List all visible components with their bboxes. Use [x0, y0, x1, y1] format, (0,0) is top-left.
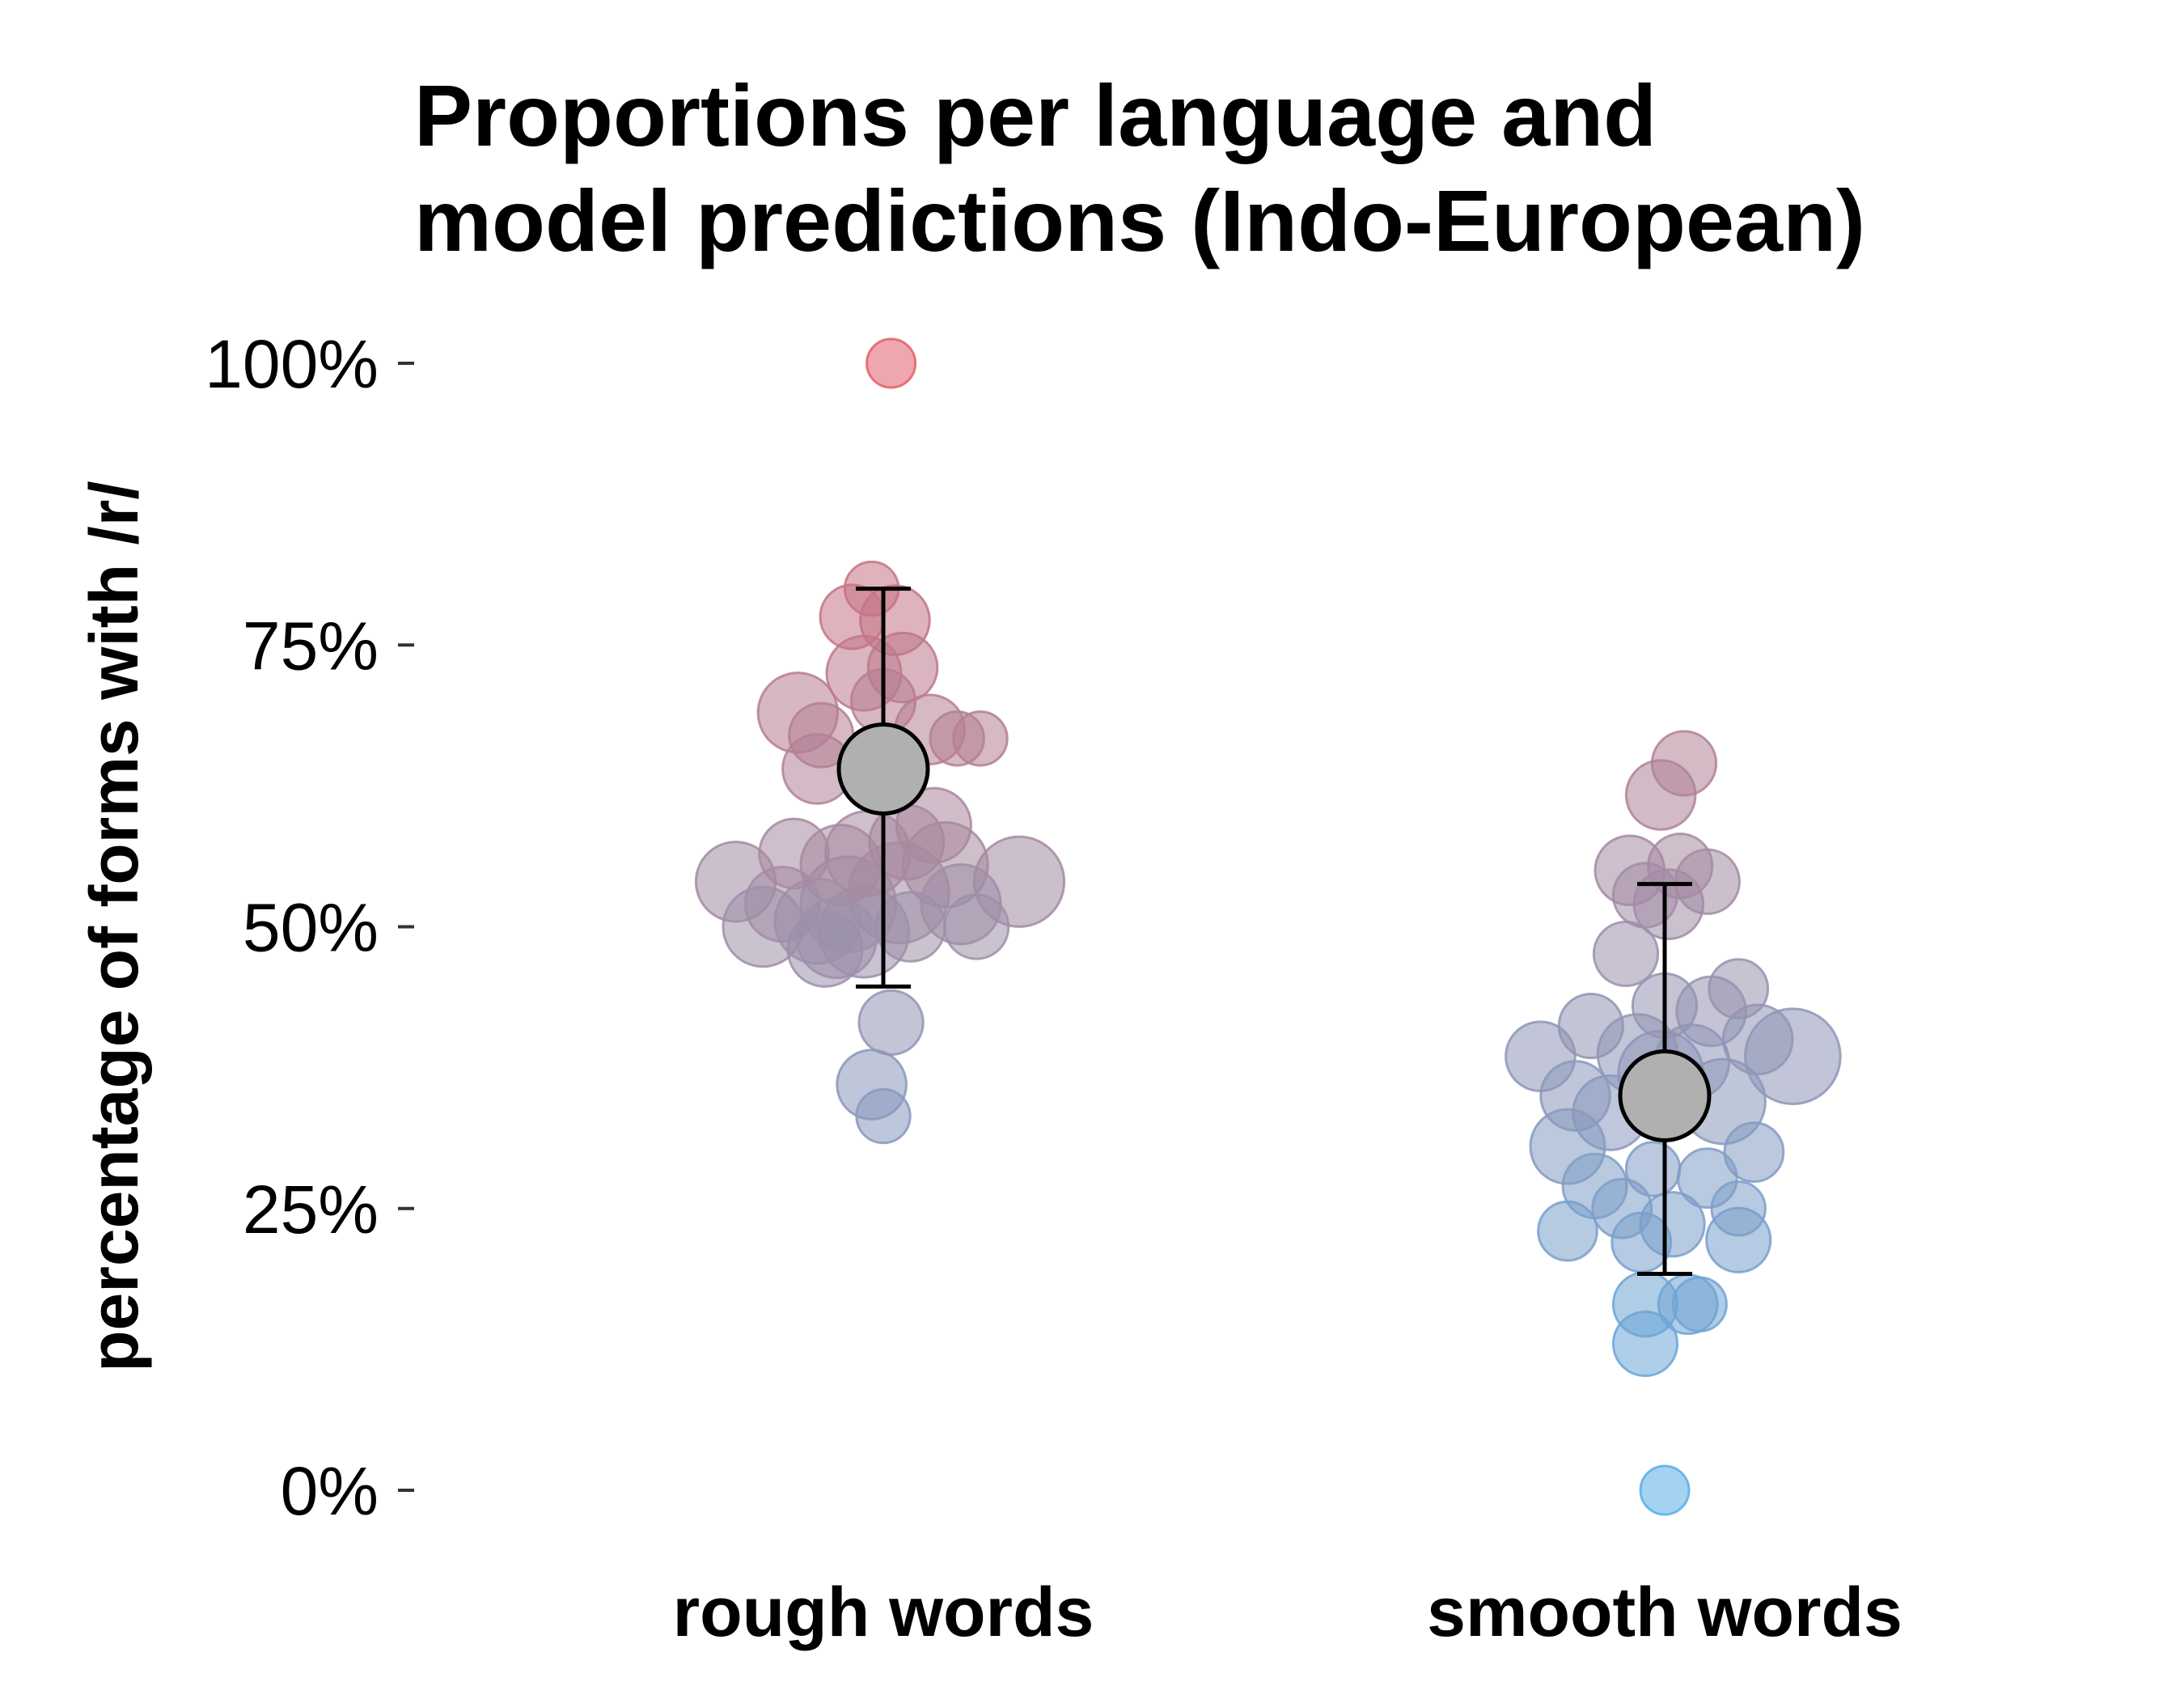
chart-title-line-1: Proportions per language and	[414, 66, 1657, 164]
data-point	[1710, 1180, 1767, 1237]
data-point	[1639, 1464, 1691, 1516]
data-point	[1624, 1141, 1682, 1197]
data-point	[1611, 1310, 1679, 1378]
data-point	[1592, 920, 1660, 988]
data-point	[855, 1087, 912, 1145]
y-axis-title: percentage of forms with /r/	[76, 481, 152, 1372]
y-tick-label: 50%	[243, 890, 379, 966]
chart-title-line-2: model predictions (Indo-European)	[414, 172, 1865, 269]
x-category-label: smooth words	[1427, 1574, 1903, 1651]
data-point	[1723, 1121, 1785, 1183]
data-point	[1650, 730, 1718, 797]
y-tick-label: 100%	[205, 326, 379, 402]
data-point	[868, 803, 946, 881]
model-mean-point	[836, 722, 930, 816]
data-point	[874, 891, 946, 963]
x-axis: rough words smooth words	[673, 1574, 1903, 1651]
data-point	[1611, 862, 1679, 929]
data-point	[1610, 1211, 1673, 1273]
data-point	[1557, 992, 1624, 1060]
data-point	[943, 893, 1010, 960]
y-tick-label: 0%	[281, 1453, 379, 1529]
model-mean-point	[1618, 1049, 1712, 1142]
y-tick-label: 75%	[243, 608, 379, 684]
x-category-label: rough words	[673, 1574, 1094, 1651]
data-point	[952, 710, 1009, 767]
data-point	[1671, 1276, 1728, 1333]
data-point	[1674, 848, 1741, 915]
data-points	[694, 337, 1842, 1516]
data-point	[1537, 1200, 1598, 1262]
data-point	[786, 910, 864, 988]
data-point	[866, 337, 917, 389]
model-predictions	[836, 587, 1712, 1277]
data-point	[758, 817, 830, 890]
data-point	[1708, 958, 1770, 1020]
y-axis: 0% 25% 50% 75% 100%	[205, 326, 414, 1529]
data-point	[1539, 1060, 1611, 1132]
data-point	[857, 989, 925, 1057]
y-tick-label: 25%	[243, 1172, 379, 1248]
